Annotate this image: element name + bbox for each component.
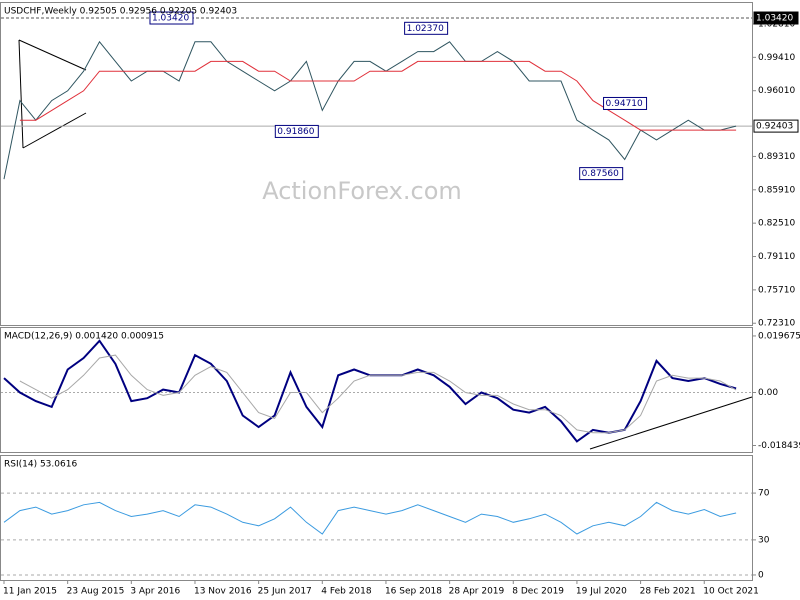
x-tick-label: 28 Apr 2019 [449, 587, 505, 597]
annotation-box [579, 167, 624, 181]
y-tick-label: 0.82510 [758, 219, 795, 229]
x-tick-label: 23 Aug 2015 [67, 587, 125, 597]
y-tick-label: 0 [758, 570, 764, 580]
annotation-box [149, 11, 194, 25]
price-panel [0, 2, 753, 326]
x-tick-label: 8 Dec 2019 [512, 587, 564, 597]
macd-panel [0, 327, 753, 453]
y-tick-label: 0.72310 [758, 319, 795, 329]
x-tick-label: 13 Nov 2016 [194, 587, 252, 597]
y-tick-label: 0.019675 [758, 331, 800, 341]
x-tick-label: 16 Sep 2018 [385, 587, 442, 597]
annotation-label: 0.91860 [277, 127, 314, 137]
series-line [19, 354, 737, 434]
annotation-box [274, 124, 319, 138]
y-tick-label: 0.79110 [758, 252, 795, 262]
x-tick-label: 25 Jun 2017 [258, 587, 312, 597]
panel-title: USDCHF,Weekly 0.92505 0.92956 0.92205 0.… [4, 7, 237, 17]
price-label-box [753, 119, 799, 133]
annotation-box [603, 96, 648, 110]
panel-title: RSI(14) 53.0616 [4, 460, 77, 470]
triangle-line [18, 39, 24, 149]
y-tick-label: 0.96010 [758, 86, 795, 96]
x-tick-label: 19 Jul 2020 [576, 587, 627, 597]
price-label: 1.03420 [756, 14, 793, 24]
series-line [19, 60, 737, 131]
y-tick-label: 0.85910 [758, 185, 795, 195]
x-tick-label: 4 Feb 2018 [321, 587, 372, 597]
annotation-label: 1.02370 [407, 24, 444, 34]
macd-trendline [589, 396, 753, 450]
annotation-label: 0.94710 [606, 99, 643, 109]
watermark: ActionForex.com [262, 177, 462, 205]
series-line [3, 40, 737, 180]
annotation-box [404, 21, 449, 35]
y-tick-label: 0.99410 [758, 53, 795, 63]
y-tick-label: 30 [758, 535, 770, 545]
annotation-label: 1.03420 [152, 14, 189, 24]
x-tick-label: 10 Oct 2021 [703, 587, 759, 597]
x-tick-label: 28 Feb 2021 [640, 587, 696, 597]
y-tick-label: -0.018439 [758, 441, 800, 451]
x-tick-label: 11 Jan 2015 [3, 587, 57, 597]
price-label: 0.92403 [756, 122, 793, 132]
triangle-line [22, 112, 87, 149]
y-tick-label: 70 [758, 489, 770, 499]
price-label-box [753, 11, 799, 25]
triangle-line [18, 39, 87, 71]
y-tick-label: 0.89310 [758, 152, 795, 162]
x-tick-label: 3 Apr 2016 [130, 587, 180, 597]
annotation-label: 0.87560 [582, 169, 619, 179]
y-tick-label: 0.75710 [758, 285, 795, 295]
series-line [3, 501, 737, 535]
rsi-panel [0, 455, 753, 581]
panel-title: MACD(12,26,9) 0.001420 0.000915 [4, 332, 164, 342]
y-tick-label: 0.00 [758, 388, 778, 398]
